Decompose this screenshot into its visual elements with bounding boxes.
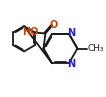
Text: O: O [50, 20, 58, 30]
Text: N: N [67, 59, 75, 69]
Text: N: N [67, 28, 75, 38]
Text: CH₃: CH₃ [88, 44, 104, 53]
Text: HO: HO [22, 27, 39, 38]
